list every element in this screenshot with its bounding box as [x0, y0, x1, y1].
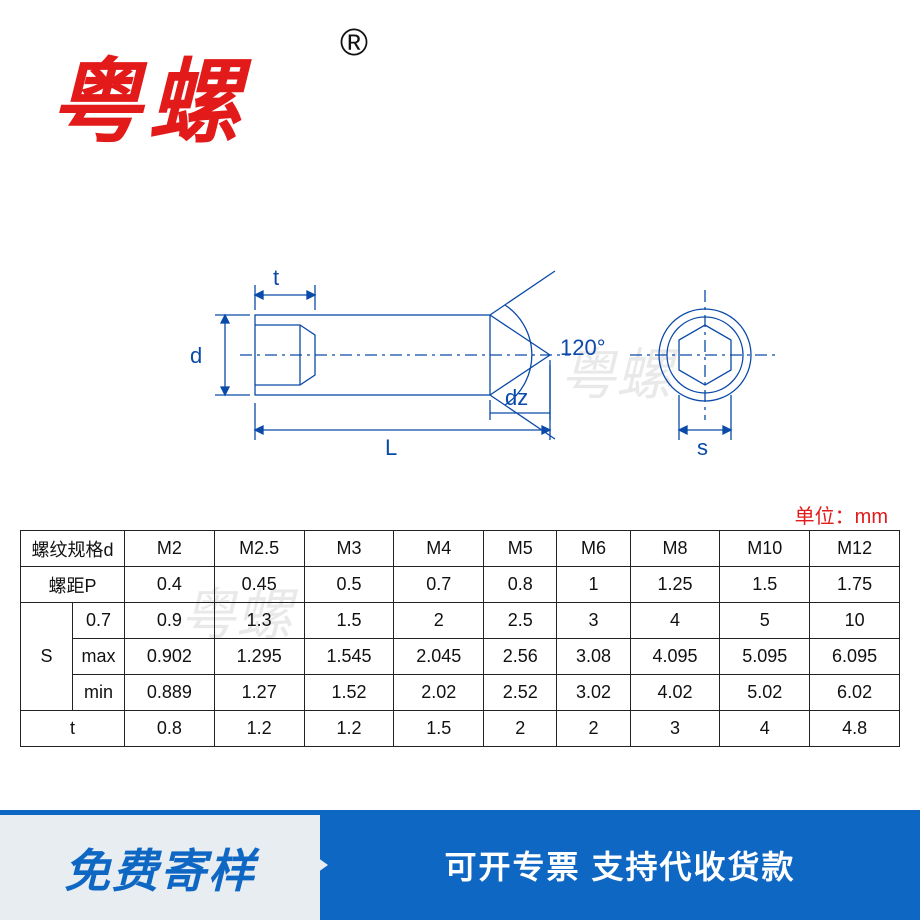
- sub-07: 0.7: [73, 603, 125, 639]
- cell: 3.08: [557, 639, 630, 675]
- cell: 2: [394, 603, 484, 639]
- banner-right: 可开专票 支持代收货款: [320, 810, 920, 920]
- cell: 0.889: [125, 675, 215, 711]
- cell: 10: [810, 603, 900, 639]
- sub-min: min: [73, 675, 125, 711]
- col-header: M5: [484, 531, 557, 567]
- header-p: 螺距P: [21, 567, 125, 603]
- cell: 3.02: [557, 675, 630, 711]
- table-row: max 0.902 1.295 1.545 2.045 2.56 3.08 4.…: [21, 639, 900, 675]
- diagram-label-t: t: [273, 265, 279, 291]
- unit-label: 单位：mm: [795, 500, 888, 529]
- col-header: M2.5: [214, 531, 304, 567]
- cell: 1.5: [720, 567, 810, 603]
- diagram-label-s: s: [697, 435, 708, 461]
- col-header: M8: [630, 531, 720, 567]
- table-row: t 0.8 1.2 1.2 1.5 2 2 3 4 4.8: [21, 711, 900, 747]
- header-s: S: [21, 603, 73, 711]
- registered-mark: ®: [340, 22, 368, 65]
- cell: 1.2: [304, 711, 394, 747]
- table-row: 螺纹规格d M2 M2.5 M3 M4 M5 M6 M8 M10 M12: [21, 531, 900, 567]
- cell: 3: [557, 603, 630, 639]
- cell: 0.4: [125, 567, 215, 603]
- cell: 5: [720, 603, 810, 639]
- header-d: 螺纹规格d: [21, 531, 125, 567]
- cell: 2.045: [394, 639, 484, 675]
- cell: 6.02: [810, 675, 900, 711]
- diagram-label-L: L: [385, 435, 397, 461]
- col-header: M3: [304, 531, 394, 567]
- cell: 2.52: [484, 675, 557, 711]
- cell: 0.8: [125, 711, 215, 747]
- cell: 2.56: [484, 639, 557, 675]
- bottom-banner: 免费寄样 可开专票 支持代收货款: [0, 810, 920, 920]
- diagram-label-d: d: [190, 343, 202, 369]
- cell: 1.5: [394, 711, 484, 747]
- diagram-label-angle: 120°: [560, 335, 606, 361]
- cell: 1.25: [630, 567, 720, 603]
- cell: 5.02: [720, 675, 810, 711]
- cell: 1.295: [214, 639, 304, 675]
- banner-arrow-icon: [300, 845, 328, 885]
- cell: 4.095: [630, 639, 720, 675]
- diagram-svg: [160, 245, 810, 475]
- brand-logo: 粤螺 ®: [50, 28, 246, 161]
- cell: 4: [630, 603, 720, 639]
- col-header: M10: [720, 531, 810, 567]
- spec-table: 螺纹规格d M2 M2.5 M3 M4 M5 M6 M8 M10 M12 螺距P…: [20, 530, 900, 747]
- page-root: 粤螺 ® 粤螺 粤螺: [0, 0, 920, 920]
- cell: 2: [484, 711, 557, 747]
- cell: 1.3: [214, 603, 304, 639]
- diagram-label-dz: dz: [505, 385, 528, 411]
- cell: 5.095: [720, 639, 810, 675]
- table-row: 螺距P 0.4 0.45 0.5 0.7 0.8 1 1.25 1.5 1.75: [21, 567, 900, 603]
- cell: 3: [630, 711, 720, 747]
- cell: 4.8: [810, 711, 900, 747]
- cell: 0.9: [125, 603, 215, 639]
- cell: 6.095: [810, 639, 900, 675]
- cell: 0.8: [484, 567, 557, 603]
- technical-diagram: t d L 120° dz s: [160, 245, 810, 475]
- banner-right-text: 可开专票 支持代收货款: [445, 842, 796, 888]
- cell: 1.2: [214, 711, 304, 747]
- brand-text: 粤螺: [50, 52, 246, 154]
- cell: 2: [557, 711, 630, 747]
- cell: 1.5: [304, 603, 394, 639]
- cell: 1.27: [214, 675, 304, 711]
- col-header: M12: [810, 531, 900, 567]
- cell: 1.52: [304, 675, 394, 711]
- table-row: S 0.7 0.9 1.3 1.5 2 2.5 3 4 5 10: [21, 603, 900, 639]
- banner-left-text: 免费寄样: [64, 835, 256, 901]
- col-header: M6: [557, 531, 630, 567]
- cell: 4: [720, 711, 810, 747]
- banner-left: 免费寄样: [0, 810, 320, 920]
- cell: 4.02: [630, 675, 720, 711]
- cell: 2.02: [394, 675, 484, 711]
- cell: 1.545: [304, 639, 394, 675]
- cell: 0.7: [394, 567, 484, 603]
- sub-max: max: [73, 639, 125, 675]
- cell: 2.5: [484, 603, 557, 639]
- sub-t: t: [21, 711, 125, 747]
- cell: 0.5: [304, 567, 394, 603]
- cell: 0.45: [214, 567, 304, 603]
- col-header: M2: [125, 531, 215, 567]
- cell: 1: [557, 567, 630, 603]
- cell: 1.75: [810, 567, 900, 603]
- cell: 0.902: [125, 639, 215, 675]
- col-header: M4: [394, 531, 484, 567]
- table-row: min 0.889 1.27 1.52 2.02 2.52 3.02 4.02 …: [21, 675, 900, 711]
